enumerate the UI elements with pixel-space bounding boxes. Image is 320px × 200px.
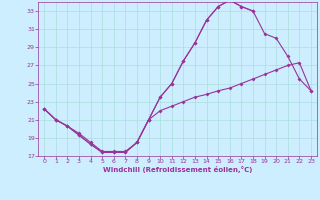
X-axis label: Windchill (Refroidissement éolien,°C): Windchill (Refroidissement éolien,°C) (103, 166, 252, 173)
